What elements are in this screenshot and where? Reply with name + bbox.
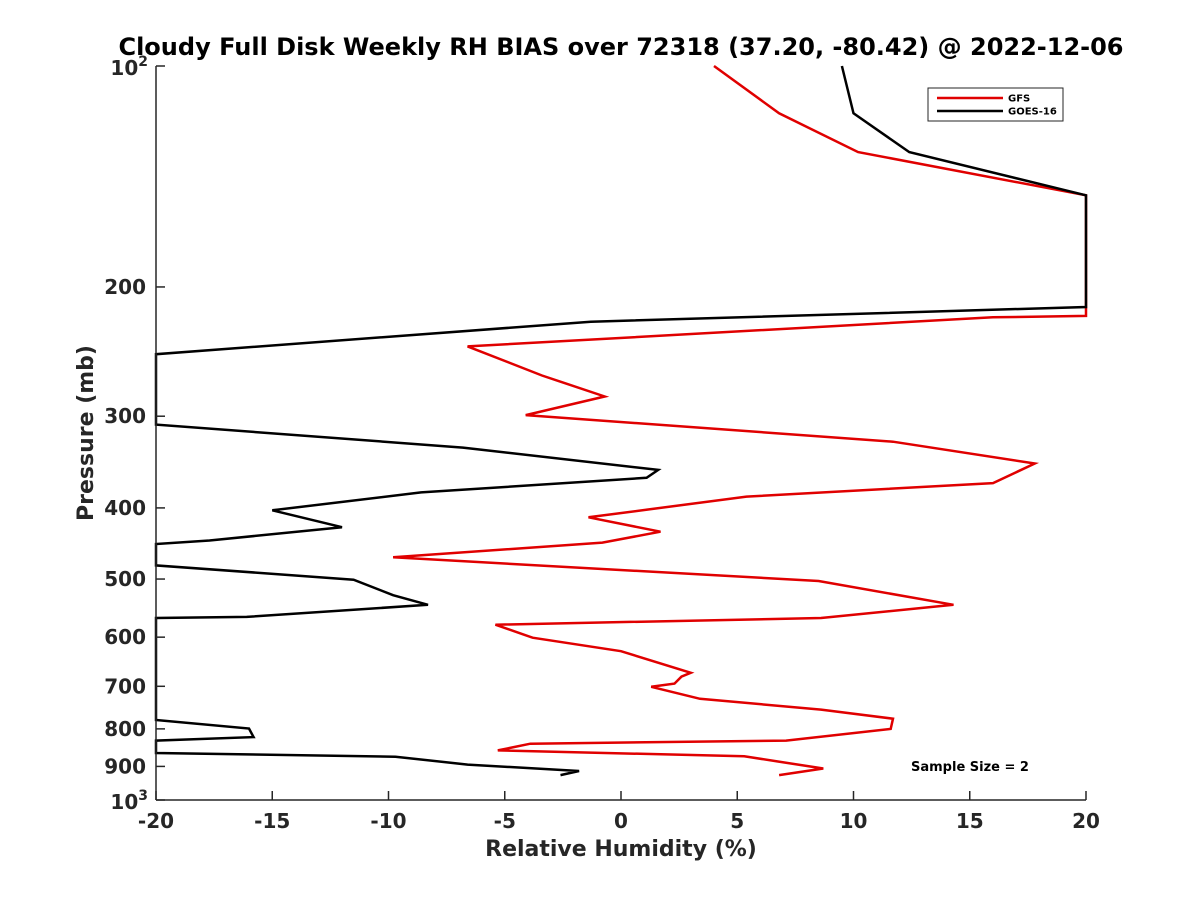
x-tick-label: 10	[840, 809, 868, 833]
x-tick-label: 5	[730, 809, 744, 833]
legend-box	[927, 87, 1064, 122]
y-tick-label: 200	[104, 275, 146, 299]
y-tick-label: 600	[104, 625, 146, 649]
y-tick-label: 300	[104, 404, 146, 428]
y-tick-label: 800	[104, 717, 146, 741]
axes	[155, 66, 1086, 801]
sample-size-annotation: Sample Size = 2	[911, 760, 1029, 775]
legend-label-gfs: GFS	[1008, 94, 1030, 105]
x-tick-label: -20	[138, 809, 174, 833]
y-tick-label: 102	[110, 54, 148, 80]
x-tick-label: 0	[614, 809, 628, 833]
y-ticks: 102 200 300 400 500 600 700 800 900 103	[104, 54, 165, 814]
x-ticks: -20 -15 -10 -5 0 5 10 15 20	[138, 791, 1100, 833]
x-axis-label: Relative Humidity (%)	[485, 837, 757, 862]
x-tick-label: 15	[956, 809, 984, 833]
x-tick-label: -5	[494, 809, 516, 833]
legend: GFS GOES-16	[927, 87, 1064, 122]
series-layer	[154, 64, 1088, 777]
x-tick-label: -15	[254, 809, 290, 833]
y-tick-label: 900	[104, 754, 146, 778]
series-line-gfs	[393, 64, 1088, 777]
x-tick-label: 20	[1072, 809, 1100, 833]
y-tick-label: 500	[104, 567, 146, 591]
y-tick-label: 103	[110, 788, 148, 814]
y-tick-label: 700	[104, 674, 146, 698]
series-line-goes-16	[154, 65, 1088, 777]
y-axis-label: Pressure (mb)	[74, 345, 99, 521]
y-tick-label: 400	[104, 496, 146, 520]
x-tick-label: -10	[370, 809, 406, 833]
legend-label-goes16: GOES-16	[1008, 107, 1057, 118]
chart-title: Cloudy Full Disk Weekly RH BIAS over 723…	[118, 33, 1123, 61]
